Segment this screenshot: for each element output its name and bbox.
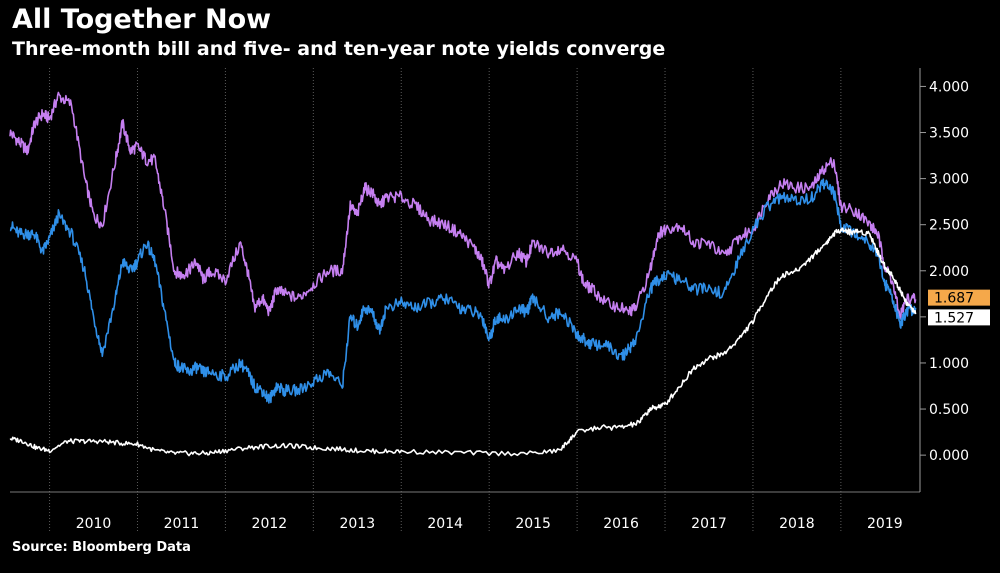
chart-subtitle: Three-month bill and five- and ten-year … [12, 38, 666, 60]
x-tick-label: 2016 [603, 516, 639, 532]
x-tick-label: 2018 [779, 516, 815, 532]
x-tick-label: 2013 [339, 516, 375, 532]
x-tick-label: 2011 [164, 516, 200, 532]
y-axis: 0.0000.5001.0001.5002.0002.5003.0003.500… [919, 68, 969, 492]
last-value-badge [928, 289, 990, 306]
x-tick-label: 2014 [427, 516, 463, 532]
y-tick-label: 4.000 [929, 79, 969, 95]
y-tick-label: 0.500 [929, 402, 969, 418]
x-tick-label: 2012 [252, 516, 288, 532]
y-tick-label: 3.000 [929, 172, 969, 188]
x-tick-label: 2010 [76, 516, 112, 532]
y-tick-label: 0.000 [929, 448, 969, 464]
series-line [9, 227, 917, 457]
x-tick-label: 2019 [867, 516, 903, 532]
x-tick-label: 2015 [515, 516, 551, 532]
chart-title: All Together Now [12, 4, 272, 35]
last-value-text: 1.687 [934, 291, 974, 307]
last-value-labels: 1.687 1.527 [928, 289, 990, 326]
y-tick-label: 1.000 [929, 356, 969, 372]
y-tick-label: 3.500 [929, 126, 969, 142]
y-tick-label: 2.000 [929, 264, 969, 280]
last-value-badge [928, 309, 990, 326]
series-lines [9, 91, 917, 457]
x-axis: 2010 2011 2012 2013 2014 2015 2016 2017 2018 2019 [10, 491, 920, 532]
last-value-text: 1.527 [934, 310, 974, 326]
series-line [9, 178, 917, 404]
y-tick-label: 2.500 [929, 218, 969, 234]
source-note: Source: Bloomberg Data [12, 540, 191, 555]
series-line [9, 91, 917, 320]
x-tick-label: 2017 [691, 516, 727, 532]
